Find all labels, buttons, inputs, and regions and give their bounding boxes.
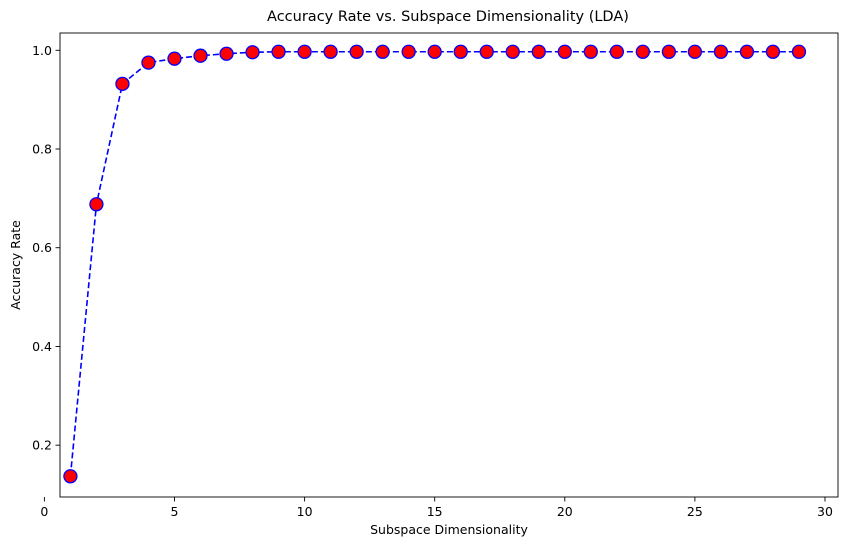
y-tick-label: 0.2 — [32, 438, 52, 453]
data-point — [765, 44, 781, 59]
data-point — [323, 44, 338, 59]
x-tick-label: 20 — [557, 504, 573, 519]
data-point — [635, 44, 650, 59]
data-point — [167, 51, 182, 66]
data-point — [297, 44, 312, 59]
data-point — [193, 48, 208, 63]
x-axis-ticks: 0 5 10 15 20 25 30 — [40, 497, 833, 519]
y-axis-ticks: 0.2 0.4 0.6 0.8 1.0 — [32, 43, 60, 453]
data-point — [713, 44, 729, 59]
plot-frame — [59, 32, 839, 498]
data-point — [739, 44, 755, 59]
x-tick-label: 5 — [171, 504, 179, 519]
data-point — [427, 44, 442, 59]
chart-title: Accuracy Rate vs. Subspace Dimensionalit… — [267, 9, 629, 25]
y-tick-label: 0.8 — [32, 142, 52, 157]
data-point — [609, 44, 624, 59]
data-point — [245, 45, 260, 60]
data-point — [271, 44, 286, 59]
data-point — [115, 76, 130, 91]
data-point — [557, 44, 572, 59]
x-tick-label: 25 — [687, 504, 703, 519]
y-axis-label: Accuracy Rate — [8, 220, 23, 310]
x-tick-label: 30 — [817, 504, 833, 519]
data-point — [401, 44, 416, 59]
data-point — [141, 55, 156, 70]
x-tick-label: 0 — [40, 504, 48, 519]
data-point — [791, 44, 807, 59]
y-tick-label: 0.4 — [32, 339, 52, 354]
x-tick-label: 15 — [427, 504, 443, 519]
data-point — [505, 44, 520, 59]
y-tick-label: 0.6 — [32, 240, 52, 255]
plot-area — [63, 44, 807, 484]
data-point — [89, 197, 104, 212]
data-point — [479, 44, 494, 59]
data-point — [583, 44, 598, 59]
data-point — [375, 44, 390, 59]
data-point — [661, 44, 677, 59]
data-point — [531, 44, 546, 59]
data-point — [219, 46, 234, 61]
x-axis-label: Subspace Dimensionality — [370, 522, 528, 537]
data-point — [63, 469, 78, 484]
data-point — [453, 44, 468, 59]
x-tick-label: 10 — [297, 504, 313, 519]
data-point — [349, 44, 364, 59]
data-point — [687, 44, 703, 59]
series-line — [69, 50, 799, 477]
y-tick-label: 1.0 — [32, 43, 52, 58]
